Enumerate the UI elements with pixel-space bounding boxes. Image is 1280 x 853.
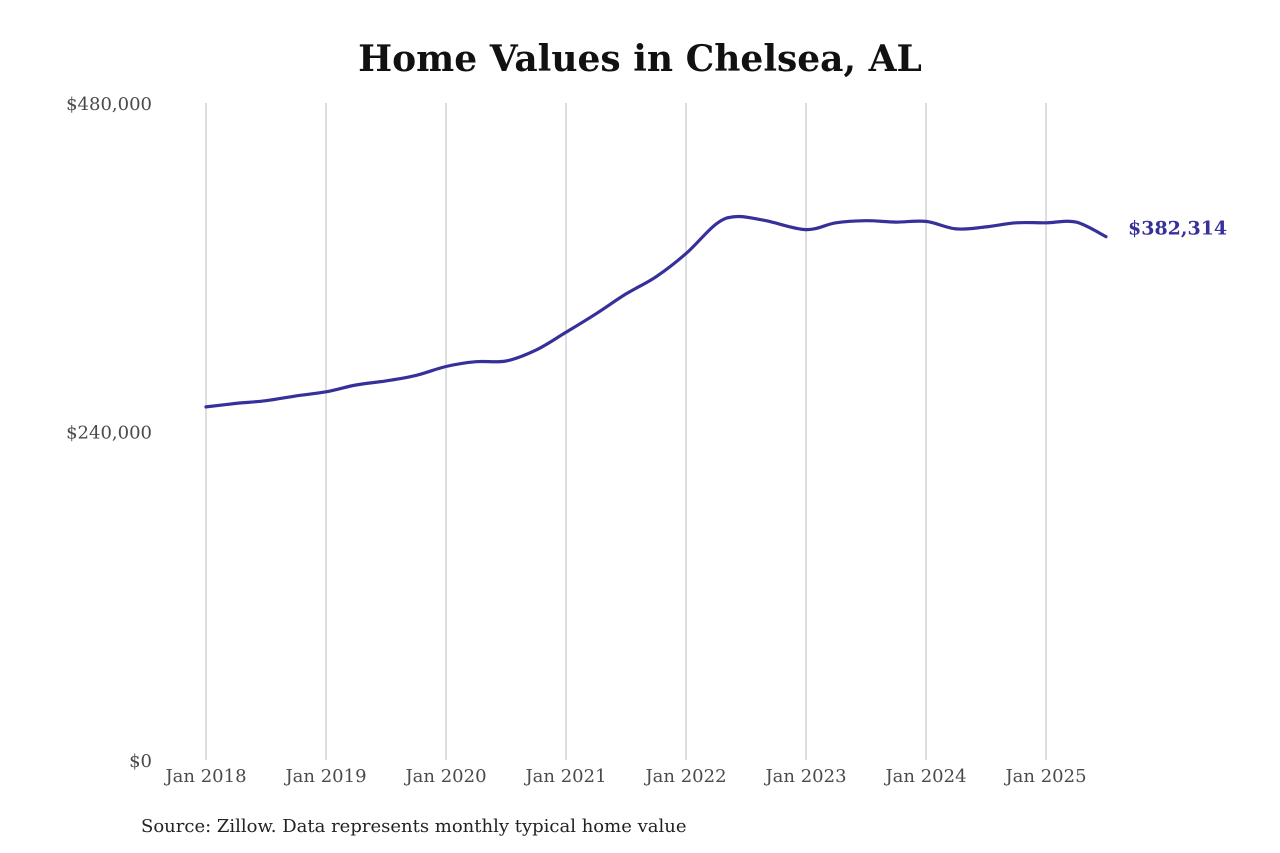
x-tick-label: Jan 2018 [163, 766, 246, 787]
chart-title: Home Values in Chelsea, AL [358, 38, 922, 80]
end-value-label: $382,314 [1128, 218, 1227, 240]
series-line [204, 214, 1108, 409]
y-tick-label: $480,000 [66, 94, 152, 115]
source-note: Source: Zillow. Data represents monthly … [141, 816, 687, 837]
x-tick-label: Jan 2022 [643, 766, 726, 787]
x-tick-label: Jan 2024 [883, 766, 966, 787]
x-tick-label: Jan 2025 [1003, 766, 1086, 787]
x-tick-label: Jan 2019 [283, 766, 366, 787]
series-layer: $382,314 [204, 214, 1227, 409]
x-tick-label: Jan 2023 [763, 766, 846, 787]
x-tick-label: Jan 2020 [403, 766, 486, 787]
x-tick-label: Jan 2021 [523, 766, 606, 787]
grid-layer [205, 103, 1047, 760]
y-tick-label: $240,000 [66, 423, 152, 444]
x-axis: Jan 2018 Jan 2019 Jan 2020 Jan 2021 Jan 2022… [163, 766, 1086, 787]
y-axis: $0 $240,000 $480,000 [66, 94, 152, 772]
y-tick-label: $0 [129, 751, 152, 772]
